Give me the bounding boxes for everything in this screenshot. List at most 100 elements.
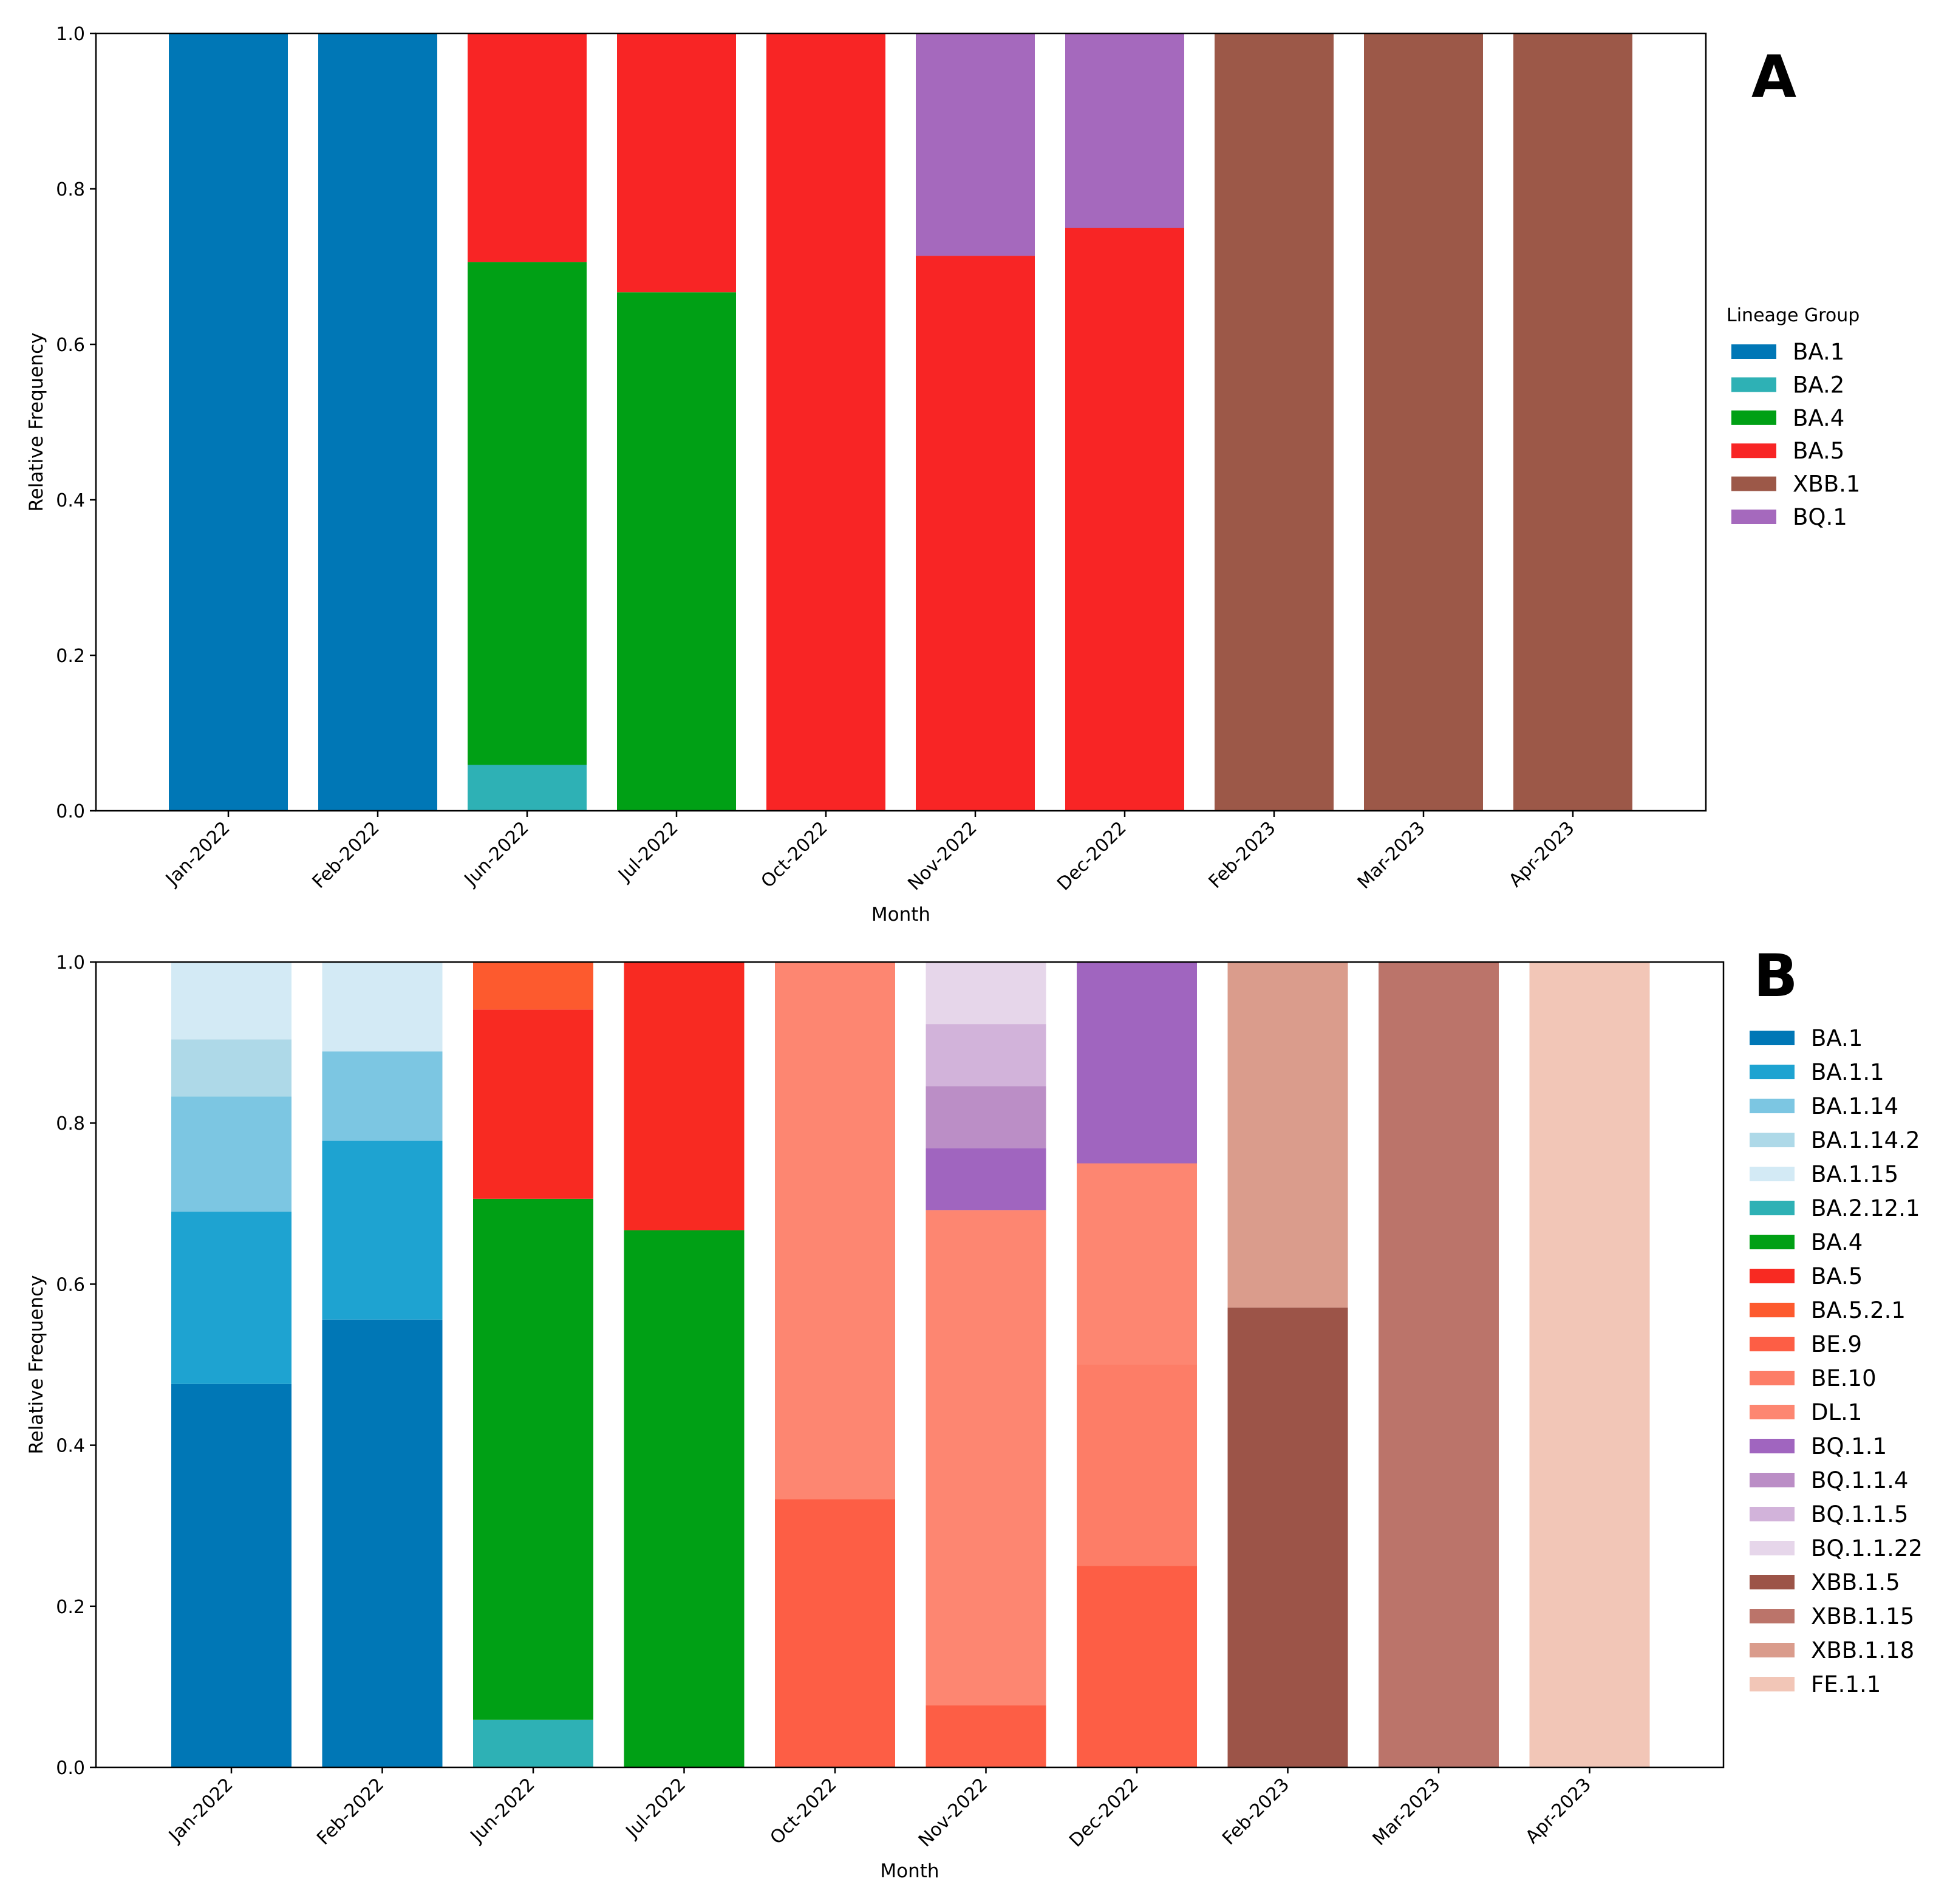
legend-title: Lineage Group [1727,305,1860,326]
legend-label: BQ.1.1.22 [1811,1535,1923,1561]
legend-swatch [1750,1371,1795,1385]
bar-segment-bq-1-1-5-nov-2022 [926,1024,1046,1087]
legend-swatch [1750,1031,1795,1045]
legend-swatch [1750,1575,1795,1589]
bar-segment-bq-1-nov-2022 [916,33,1035,256]
bar-segment-ba-1-jan-2022 [169,33,288,811]
y-tick-label: 0.0 [56,1758,85,1779]
bar-segment-ba-5-dec-2022 [1065,228,1184,811]
bar-segment-ba-4-jul-2022 [617,292,736,811]
bar-segment-ba-1-1-jan-2022 [171,1212,291,1384]
legend-label: XBB.1.15 [1811,1603,1914,1629]
bar-segment-xbb-1-5-feb-2023 [1227,1307,1348,1767]
legend-swatch [1750,1439,1795,1453]
bar-segment-ba-4-jun-2022 [473,1198,593,1720]
bar-segment-be-10-dec-2022 [1077,1365,1197,1566]
bar-segment-ba-5-jun-2022 [468,33,587,262]
bar-segment-ba-4-jun-2022 [468,262,587,765]
bar-segment-be-9-nov-2022 [926,1705,1046,1767]
legend-swatch [1750,1541,1795,1555]
legend-swatch [1731,344,1776,359]
legend-label: BQ.1.1.5 [1811,1501,1908,1527]
bar-segment-fe-1-1-apr-2023 [1529,962,1650,1767]
legend-swatch [1750,1507,1795,1521]
bar-segment-ba-2-12-1-jun-2022 [473,1719,593,1767]
y-tick-label: 0.6 [56,335,85,356]
legend-label: BA.5 [1793,438,1844,464]
legend-label: BA.1.14 [1811,1093,1898,1119]
legend-label: BA.1 [1811,1025,1863,1051]
legend-label: BQ.1.1.4 [1811,1467,1908,1493]
legend-swatch [1731,410,1776,425]
x-axis-label: Month [880,1860,939,1882]
bar-segment-dl-1-dec-2022 [1077,1163,1197,1365]
bar-segment-ba-1-14-feb-2022 [322,1051,443,1141]
legend-swatch [1750,1065,1795,1079]
y-tick-label: 0.4 [56,1436,85,1457]
legend-label: BA.5 [1811,1263,1863,1289]
legend-label: DL.1 [1811,1399,1862,1425]
legend-swatch [1731,377,1776,392]
bar-segment-ba-5-nov-2022 [916,256,1035,811]
bar-segment-xbb-1-apr-2023 [1513,33,1632,811]
plot-frame [95,32,1707,812]
bar-segment-ba-1-jan-2022 [171,1384,291,1767]
legend-label: BA.4 [1793,405,1844,431]
bar-segment-ba-1-feb-2022 [322,1319,443,1767]
legend-swatch [1731,443,1776,459]
legend-label: BA.2.12.1 [1811,1195,1920,1221]
bar-segment-ba-1-1-feb-2022 [322,1141,443,1320]
legend-label: BA.1.15 [1811,1161,1898,1187]
y-tick-label: 0.2 [56,646,85,667]
y-axis-label: Relative Frequency [26,332,47,511]
bar-segment-ba-2-jun-2022 [468,765,587,811]
legend-swatch [1731,476,1776,491]
legend-label: BA.1.1 [1811,1059,1884,1085]
legend-label: BA.4 [1811,1229,1863,1255]
legend-swatch [1750,1405,1795,1419]
bar-segment-be-9-oct-2022 [775,1499,895,1767]
bar-segment-xbb-1-18-feb-2023 [1227,962,1348,1308]
panel-letter: B [1753,942,1798,1010]
bar-segment-ba-5-jul-2022 [624,962,745,1230]
y-tick-label: 0.8 [56,179,85,200]
legend-swatch [1750,1269,1795,1283]
bar-segment-dl-1-nov-2022 [926,1210,1046,1705]
legend-swatch [1750,1473,1795,1487]
y-axis-label: Relative Frequency [26,1275,47,1454]
bar-segment-bq-1-dec-2022 [1065,33,1184,228]
bar-segment-xbb-1-feb-2023 [1215,33,1334,811]
y-tick-label: 0.6 [56,1274,85,1295]
legend-swatch [1731,510,1776,524]
legend-label: BA.2 [1793,372,1844,398]
legend-label: XBB.1.18 [1811,1637,1914,1663]
legend-swatch [1750,1337,1795,1351]
legend-swatch [1750,1235,1795,1249]
y-tick-label: 0.2 [56,1597,85,1618]
legend-swatch [1750,1643,1795,1657]
legend-label: BA.5.2.1 [1811,1297,1906,1323]
bar-segment-ba-1-15-feb-2022 [322,962,443,1052]
bar-segment-ba-5-oct-2022 [766,33,885,811]
legend-label: XBB.1 [1793,471,1860,497]
bar-segment-ba-4-jul-2022 [624,1230,745,1767]
legend-label: BA.1.14.2 [1811,1127,1920,1153]
bar-segment-bq-1-1-22-nov-2022 [926,962,1046,1025]
bar-segment-ba-5-jul-2022 [617,33,736,293]
plot-frame [95,961,1725,1769]
bar-segment-xbb-1-mar-2023 [1364,33,1483,811]
legend-swatch [1750,1099,1795,1113]
bar-segment-dl-1-oct-2022 [775,962,895,1500]
bar-segment-ba-1-15-jan-2022 [171,962,291,1040]
x-axis-label: Month [871,904,930,926]
legend-swatch [1750,1133,1795,1147]
y-tick-label: 0.0 [56,801,85,822]
legend-label: BQ.1 [1793,504,1847,530]
legend-label: BE.9 [1811,1331,1862,1357]
y-tick-label: 0.8 [56,1113,85,1135]
bar-segment-ba-1-14-2-jan-2022 [171,1039,291,1097]
bar-segment-bq-1-1-nov-2022 [926,1148,1046,1210]
legend-swatch [1750,1167,1795,1181]
panel-letter: A [1751,43,1796,111]
